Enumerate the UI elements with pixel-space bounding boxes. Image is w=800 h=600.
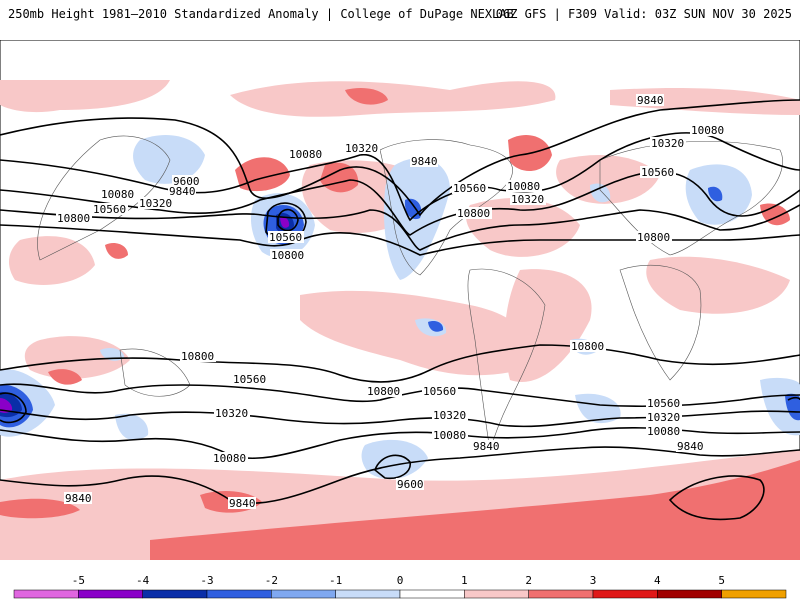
legend-tick-label: 4	[654, 574, 661, 587]
map-panel: 9840 10080 10320 10080 10320 9840 9600 9…	[0, 40, 800, 560]
label-9600-asia: 9600	[173, 175, 200, 188]
contour-10320-north	[0, 171, 800, 236]
title-bar: 250mb Height 1981–2010 Standardized Anom…	[0, 0, 800, 28]
label-10320-np: 10320	[345, 142, 378, 155]
legend-tick-label: 1	[461, 574, 468, 587]
label-10560-sp: 10560	[233, 373, 266, 386]
legend-swatch	[399, 589, 465, 599]
label-10080-asia: 10080	[101, 188, 134, 201]
contour-10800-north	[0, 224, 800, 256]
label-10080-atl: 10080	[507, 180, 540, 193]
run-info: 06Z GFS | F309 Valid: 03Z SUN NOV 30 202…	[495, 7, 792, 21]
legend-swatch	[142, 589, 208, 599]
contour-labels: 9840 10080 10320 10080 10320 9840 9600 9…	[56, 94, 726, 510]
label-10800-na: 10800	[457, 207, 490, 220]
contour-10080-south	[0, 427, 800, 460]
label-10560-na: 10560	[453, 182, 486, 195]
label-10800-satl: 10800	[367, 385, 400, 398]
contour-south-east-loop	[668, 475, 765, 521]
legend-swatch	[271, 589, 336, 599]
legend-swatch	[657, 589, 722, 599]
legend-swatch	[721, 589, 787, 599]
legend-tick-label: 0	[396, 574, 404, 587]
label-10560-eu: 10560	[641, 166, 674, 179]
positive-anomaly-light	[0, 80, 800, 560]
label-10320-sio: 10320	[647, 411, 680, 424]
label-10080-sp: 10080	[213, 452, 246, 465]
legend-swatch	[78, 589, 143, 599]
legend-tick-label: 2	[525, 574, 532, 587]
label-10560-satl: 10560	[423, 385, 456, 398]
contour-9840-south	[0, 446, 800, 504]
anomaly-map: 9840 10080 10320 10080 10320 9840 9600 9…	[0, 40, 800, 560]
label-9840-satl: 9840	[473, 440, 500, 453]
legend-swatch	[13, 589, 79, 599]
legend-swatch	[206, 589, 272, 599]
label-10320-satl: 10320	[433, 409, 466, 422]
label-10800-asia: 10800	[57, 212, 90, 225]
contour-10560-south	[0, 383, 800, 407]
height-contours	[0, 99, 800, 521]
legend-tick-label: -5	[71, 574, 85, 587]
label-9840-ne: 9840	[637, 94, 664, 107]
map-title: 250mb Height 1981–2010 Standardized Anom…	[8, 7, 514, 21]
label-10320-ne: 10320	[651, 137, 684, 150]
label-9840-na: 9840	[411, 155, 438, 168]
label-9600-satl: 9600	[397, 478, 424, 491]
label-10800-eu: 10800	[637, 231, 670, 244]
label-10560-asia: 10560	[93, 203, 126, 216]
legend-tick-label: -1	[329, 574, 343, 587]
legend-swatch	[592, 589, 658, 599]
label-10320-atl: 10320	[511, 193, 544, 206]
legend: -5 -4 -3 -2 -1 0 1 2 3 4 5	[0, 572, 800, 600]
contour-low-south-west	[0, 392, 27, 424]
label-10560-sio: 10560	[647, 397, 680, 410]
label-10080-np: 10080	[289, 148, 322, 161]
legend-swatch	[335, 589, 401, 599]
label-9840-asia: 9840	[169, 185, 196, 198]
legend-tick-label: 3	[589, 574, 597, 587]
contour-low-pacific	[277, 208, 299, 232]
label-10320-asia: 10320	[139, 197, 172, 210]
label-10800-pac: 10800	[271, 249, 304, 262]
contour-10560-north	[0, 204, 800, 251]
legend-tick-label: 5	[718, 574, 725, 587]
label-10080-satl: 10080	[433, 429, 466, 442]
legend-swatch	[464, 589, 529, 599]
legend-tick-label: -2	[264, 574, 278, 587]
legend-tick-label: -3	[200, 574, 214, 587]
label-10080-sio: 10080	[647, 425, 680, 438]
label-9840-ssp-west: 9840	[65, 492, 92, 505]
label-10800-sp: 10800	[181, 350, 214, 363]
contour-10800-south	[0, 344, 800, 383]
label-10320-sp: 10320	[215, 407, 248, 420]
contour-10320-south	[0, 409, 800, 428]
label-10560-pac: 10560	[269, 231, 302, 244]
label-9840-ssp: 9840	[229, 497, 256, 510]
legend-tick-label: -4	[136, 574, 150, 587]
label-10080-ne: 10080	[691, 124, 724, 137]
label-10800-sa: 10800	[571, 340, 604, 353]
legend-colorbar	[13, 589, 787, 599]
contour-9840-north	[0, 99, 800, 217]
contour-9600-south	[374, 454, 411, 480]
legend-swatch	[528, 589, 594, 599]
label-9840-sio: 9840	[677, 440, 704, 453]
